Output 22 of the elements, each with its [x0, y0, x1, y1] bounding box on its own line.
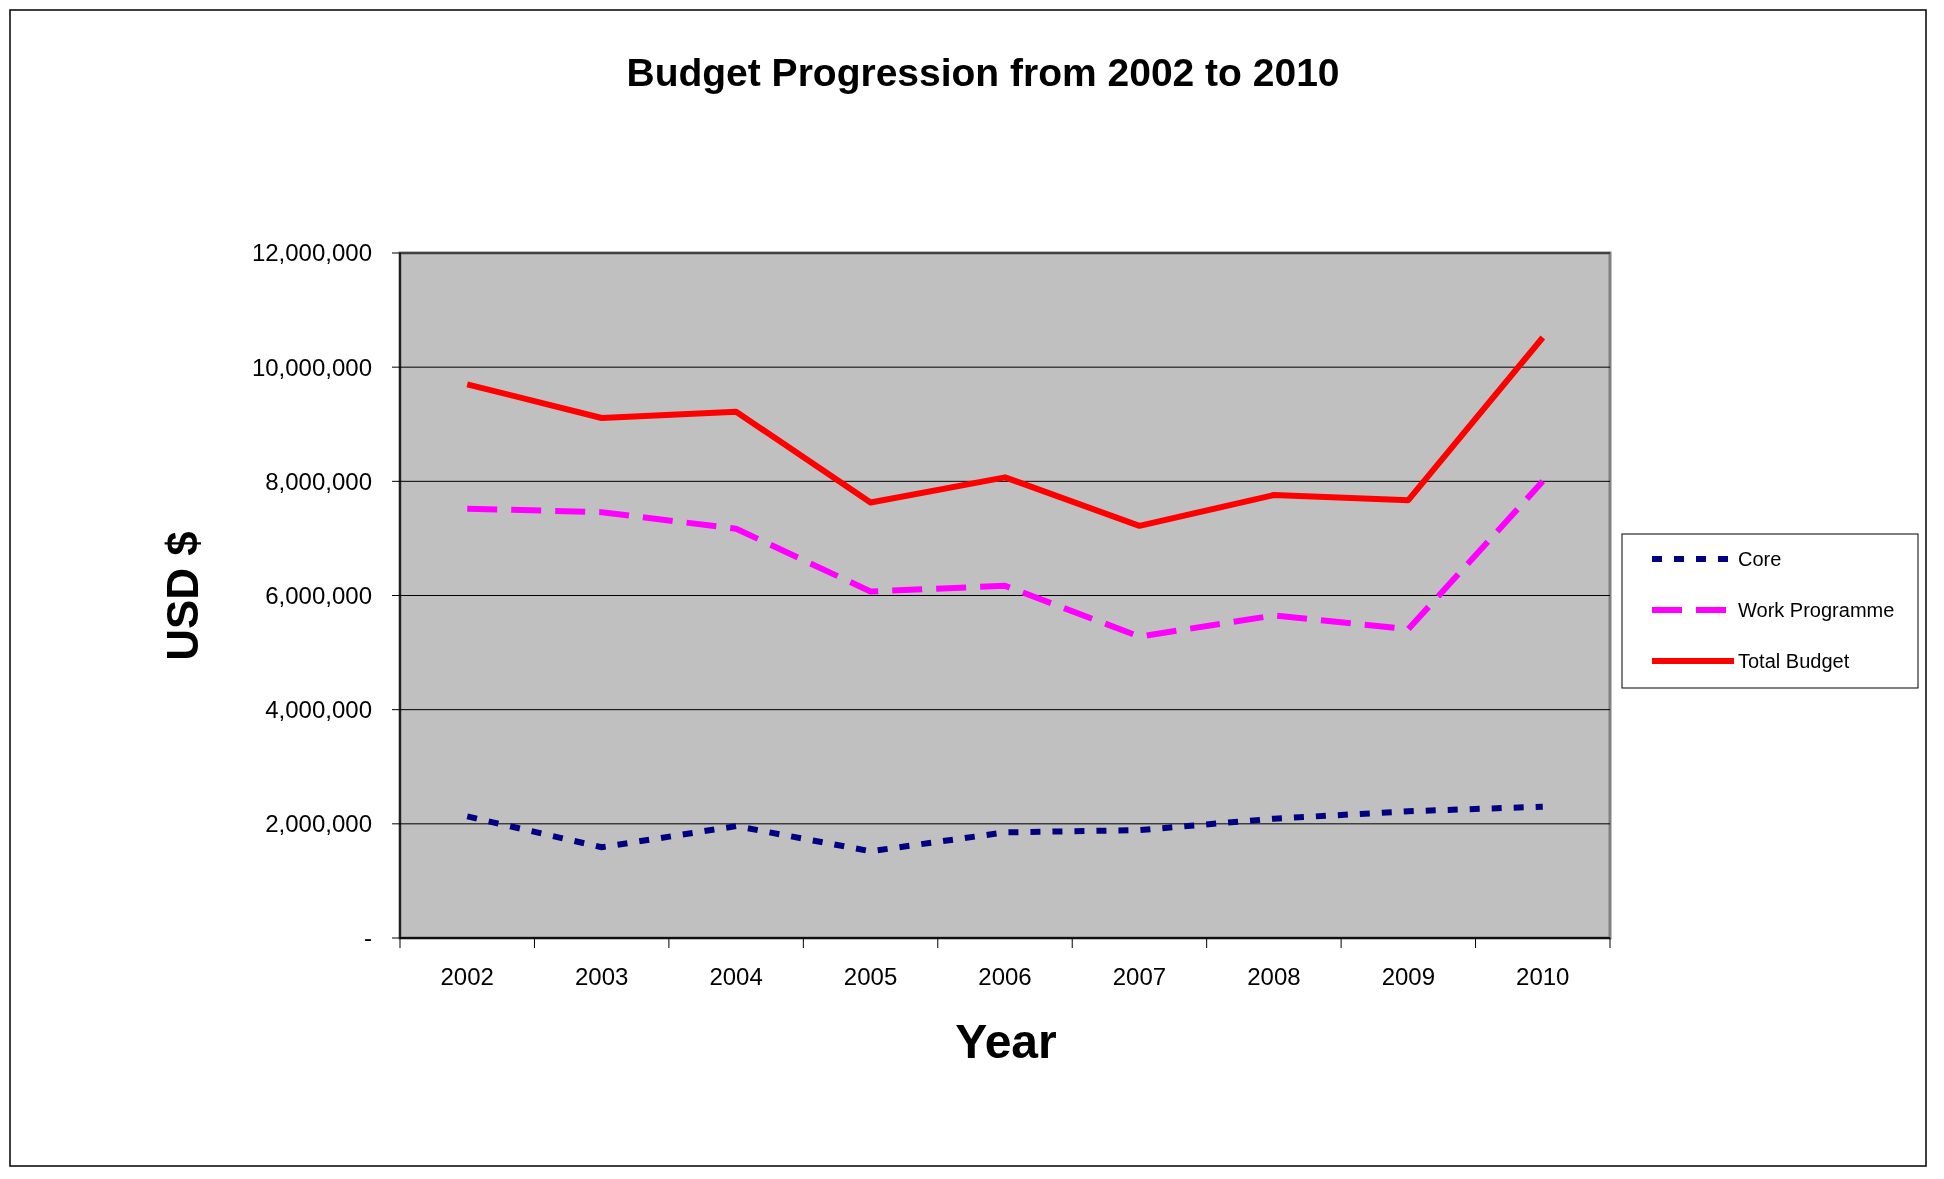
y-tick-label: 6,000,000 — [265, 581, 372, 609]
y-tick-label: 12,000,000 — [251, 239, 372, 267]
y-tick-label: 10,000,000 — [251, 353, 372, 381]
chart-title: Budget Progression from 2002 to 2010 — [626, 51, 1340, 94]
x-tick-label: 2002 — [440, 963, 494, 990]
x-tick-label: 2008 — [1247, 963, 1301, 990]
x-tick-label: 2010 — [1516, 963, 1570, 990]
x-tick-label: 2005 — [843, 963, 898, 990]
y-tick-label: 2,000,000 — [265, 810, 372, 838]
x-tick-label: 2009 — [1381, 963, 1436, 990]
y-tick-label: - — [364, 924, 372, 952]
y-axis-title: USD $ — [158, 531, 207, 661]
x-tick-label: 2003 — [574, 963, 629, 990]
x-tick-label: 2004 — [709, 963, 763, 990]
legend-label: Work Programme — [1738, 599, 1895, 621]
x-axis-title: Year — [955, 1015, 1057, 1068]
x-tick-label: 2006 — [978, 963, 1032, 990]
y-tick-label: 8,000,000 — [265, 467, 372, 495]
legend-label: Total Budget — [1738, 650, 1850, 672]
y-tick-label: 4,000,000 — [265, 696, 372, 724]
legend-label: Core — [1738, 548, 1782, 570]
x-tick-label: 2007 — [1112, 963, 1167, 990]
